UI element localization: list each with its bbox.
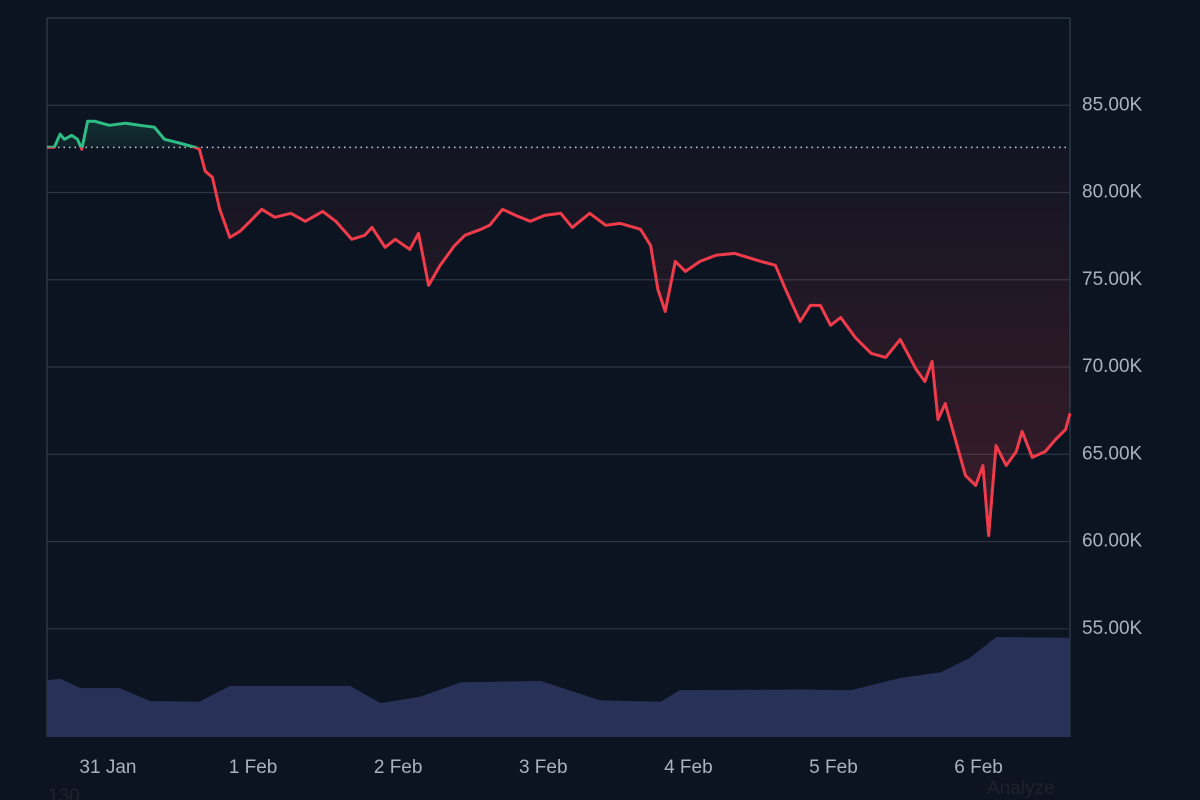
y-tick-label: 65.00K xyxy=(1082,443,1143,464)
y-tick-label: 55.00K xyxy=(1082,618,1143,639)
price-line xyxy=(47,119,1072,538)
annotation: 130 xyxy=(48,786,80,800)
x-tick-label: 1 Feb xyxy=(229,757,278,778)
x-tick-label: 2 Feb xyxy=(374,757,423,778)
price-area xyxy=(47,121,1070,536)
x-tick-label: 5 Feb xyxy=(809,757,858,778)
x-tick-label: 31 Jan xyxy=(79,757,136,778)
y-tick-label: 70.00K xyxy=(1082,356,1143,377)
volume-area xyxy=(47,637,1070,737)
y-tick-label: 60.00K xyxy=(1082,531,1143,552)
x-tick-label: 4 Feb xyxy=(664,757,713,778)
y-tick-label: 75.00K xyxy=(1082,269,1143,290)
analyze-link[interactable]: Analyze xyxy=(987,778,1055,799)
x-tick-label: 6 Feb xyxy=(954,757,1003,778)
y-tick-label: 80.00K xyxy=(1082,182,1143,203)
y-tick-label: 85.00K xyxy=(1082,94,1143,115)
x-tick-label: 3 Feb xyxy=(519,757,568,778)
